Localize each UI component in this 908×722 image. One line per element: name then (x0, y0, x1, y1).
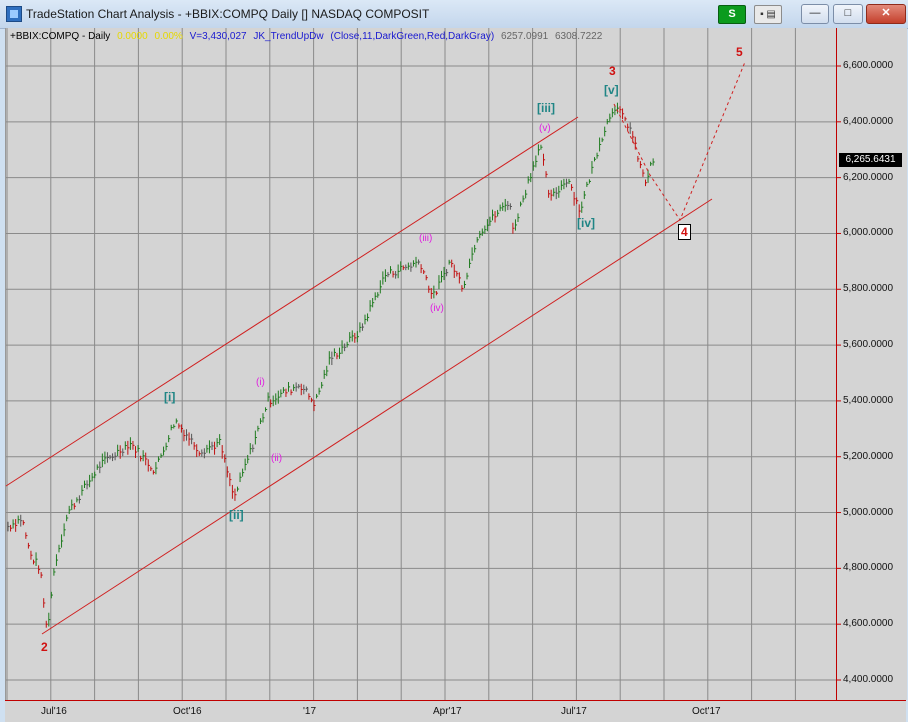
time-axis-label: Apr'17 (433, 706, 462, 717)
price-axis-label: 6,000.0000 (843, 227, 894, 239)
upper-channel-line (5, 116, 579, 487)
wave-v-major-label: [v] (604, 83, 619, 97)
volume-label: V=3,430,027 (189, 31, 247, 42)
price-axis-label: 4,600.0000 (843, 618, 894, 630)
wave-ii-major-label: [ii] (229, 508, 244, 522)
price-axis-label: 6,600.0000 (843, 60, 894, 71)
wave-iii-minor-label: (iii) (419, 233, 433, 244)
tradestation-app-icon (6, 6, 22, 22)
wave-ii-minor-label: (ii) (271, 453, 283, 464)
projection-path (613, 61, 746, 222)
change-value: 0.0000 (117, 31, 148, 42)
symbol-label: +BBIX:COMPQ - Daily (10, 31, 111, 42)
time-axis-panel[interactable] (5, 700, 906, 722)
price-axis-label: 4,400.0000 (843, 674, 894, 685)
chart-header: +BBIX:COMPQ - Daily 0.0000 0.00% V=3,430… (10, 31, 606, 42)
price-axis-label: 5,400.0000 (843, 394, 894, 406)
wave-iv-minor-label: (iv) (430, 303, 444, 314)
time-axis-label: Jul'16 (41, 706, 67, 717)
wave-i-major-label: [i] (164, 390, 176, 404)
price-axis-label: 6,200.0000 (843, 171, 894, 183)
time-axis-label: Jul'17 (561, 706, 587, 717)
price-axis-label: 5,600.0000 (843, 339, 894, 351)
wave-4-label: 4 (678, 224, 691, 240)
time-axis-label: Oct'17 (692, 706, 721, 717)
chart-grid (6, 28, 841, 700)
price-axis-label: 5,200.0000 (843, 450, 894, 462)
price-axis-label: 5,000.0000 (843, 506, 894, 518)
indicator-name: JK_TrendUpDw (253, 31, 324, 42)
indicator-value-2: 6308.7222 (555, 31, 603, 42)
indicator-params: (Close,11,DarkGreen,Red,DarkGray) (330, 31, 495, 42)
wave-3-label: 3 (609, 64, 616, 78)
price-axis-label: 4,800.0000 (843, 562, 894, 574)
price-axis-label: 6,400.0000 (843, 115, 894, 127)
wave-i-minor-label: (i) (256, 377, 265, 388)
title-bar: TradeStation Chart Analysis - +BBIX:COMP… (0, 0, 908, 29)
window-title: TradeStation Chart Analysis - +BBIX:COMP… (26, 7, 430, 21)
price-bars (7, 102, 655, 628)
wave-v-minor-label: (v) (539, 123, 551, 134)
wave-iv-major-label: [iv] (577, 216, 595, 230)
maximize-button[interactable]: □ (833, 4, 863, 24)
time-axis-label: '17 (303, 706, 317, 717)
price-axis-panel[interactable] (836, 28, 907, 700)
channel-lines (5, 61, 746, 635)
indicator-value-1: 6257.0991 (500, 31, 549, 42)
price-axis-label: 5,800.0000 (843, 283, 894, 295)
s-status-button[interactable]: S (718, 5, 746, 24)
lower-channel-line (41, 198, 713, 635)
chart-controls-button[interactable]: ▪ ▤ (754, 5, 782, 24)
wave-2-label: 2 (41, 640, 48, 654)
minimize-button[interactable]: — (801, 4, 829, 24)
last-price-marker: 6,265.6431 (839, 153, 902, 167)
wave-iii-major-label: [iii] (537, 101, 555, 115)
close-button[interactable]: ✕ (866, 4, 906, 24)
wave-5-label: 5 (736, 45, 743, 59)
change-percent: 0.00% (154, 31, 183, 42)
time-axis-label: Oct'16 (173, 706, 202, 717)
chart-plot-area[interactable] (5, 28, 837, 700)
